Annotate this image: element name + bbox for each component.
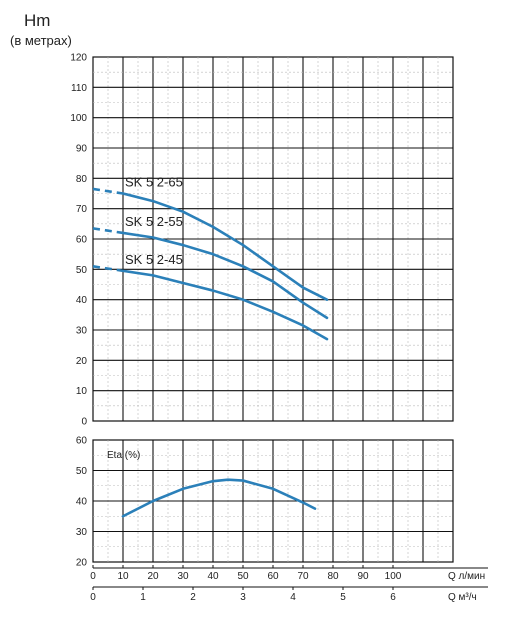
x-tick-label-lpm: 0	[90, 571, 96, 582]
x-axes: 0 10 20 30 40 50 60 70 80 90 100 0 1 2 3 4 5 6 Q л/мин Q м³…	[90, 565, 488, 603]
head-y-tick-label: 110	[71, 83, 87, 94]
head-y-tick-label: 120	[70, 53, 87, 64]
head-y-tick-label: 0	[81, 417, 87, 428]
x-tick-label-lpm: 30	[177, 571, 189, 582]
x-tick-label-lpm: 80	[327, 571, 339, 582]
x-tick-label-lpm: 60	[267, 571, 279, 582]
head-y-tick-label: 50	[76, 265, 88, 276]
head-series-extrapolation-2	[92, 265, 124, 273]
head-y-tick-label: 30	[76, 326, 88, 337]
head-series-line-1	[121, 231, 329, 320]
x-tick-label-m3h: 1	[140, 592, 146, 603]
series-label-2: SK 5 2-45	[125, 252, 183, 267]
head-series-extrapolation-1	[92, 227, 124, 235]
head-series-line-0	[121, 192, 329, 301]
head-series-extrapolation-0	[92, 187, 124, 195]
x-tick-label-m3h: 2	[190, 592, 196, 603]
head-y-tick-label: 90	[76, 144, 88, 155]
head-chart: 0 10 20 30 40 50 60 70 80 90 100 110 120 SK 5 2-65 SK …	[70, 53, 454, 428]
eta-y-tick-label: 30	[76, 527, 88, 538]
x-tick-label-lpm: 40	[207, 571, 219, 582]
head-y-tick-label: 10	[76, 386, 88, 397]
eta-y-tick-label: 40	[76, 497, 88, 508]
series-label-1: SK 5 2-55	[125, 214, 183, 229]
x-tick-label-lpm: 20	[147, 571, 159, 582]
eta-title: Eta (%)	[107, 450, 140, 461]
x-tick-label-m3h: 3	[240, 592, 246, 603]
efficiency-chart: 20 30 40 50 60 Eta (%)	[76, 436, 454, 569]
x-tick-label-lpm: 70	[297, 571, 309, 582]
head-y-tick-label: 70	[76, 204, 88, 215]
x-tick-label-lpm: 90	[357, 571, 369, 582]
x-tick-label-m3h: 0	[90, 592, 96, 603]
y-axis-subtitle: (в метрах)	[10, 33, 72, 48]
y-axis-title: Hm	[24, 11, 50, 30]
x-tick-label-lpm: 10	[117, 571, 129, 582]
head-y-tick-label: 80	[76, 174, 88, 185]
eta-series-line-0	[121, 478, 317, 518]
x-tick-label-m3h: 4	[290, 592, 296, 603]
eta-y-tick-label: 50	[76, 466, 88, 477]
x-unit-lpm: Q л/мин	[448, 571, 485, 582]
head-y-tick-label: 20	[76, 356, 88, 367]
x-tick-label-m3h: 6	[390, 592, 396, 603]
eta-y-tick-label: 20	[76, 558, 88, 569]
eta-y-tick-label: 60	[76, 436, 88, 447]
x-tick-label-lpm: 100	[385, 571, 402, 582]
head-series-line-2	[121, 269, 329, 341]
head-y-tick-label: 60	[76, 235, 88, 246]
head-y-tick-label: 100	[70, 113, 87, 124]
x-unit-m3h: Q м³/ч	[448, 592, 477, 603]
head-y-tick-label: 40	[76, 295, 88, 306]
x-tick-label-m3h: 5	[340, 592, 346, 603]
series-label-0: SK 5 2-65	[125, 175, 183, 190]
x-tick-label-lpm: 50	[237, 571, 249, 582]
